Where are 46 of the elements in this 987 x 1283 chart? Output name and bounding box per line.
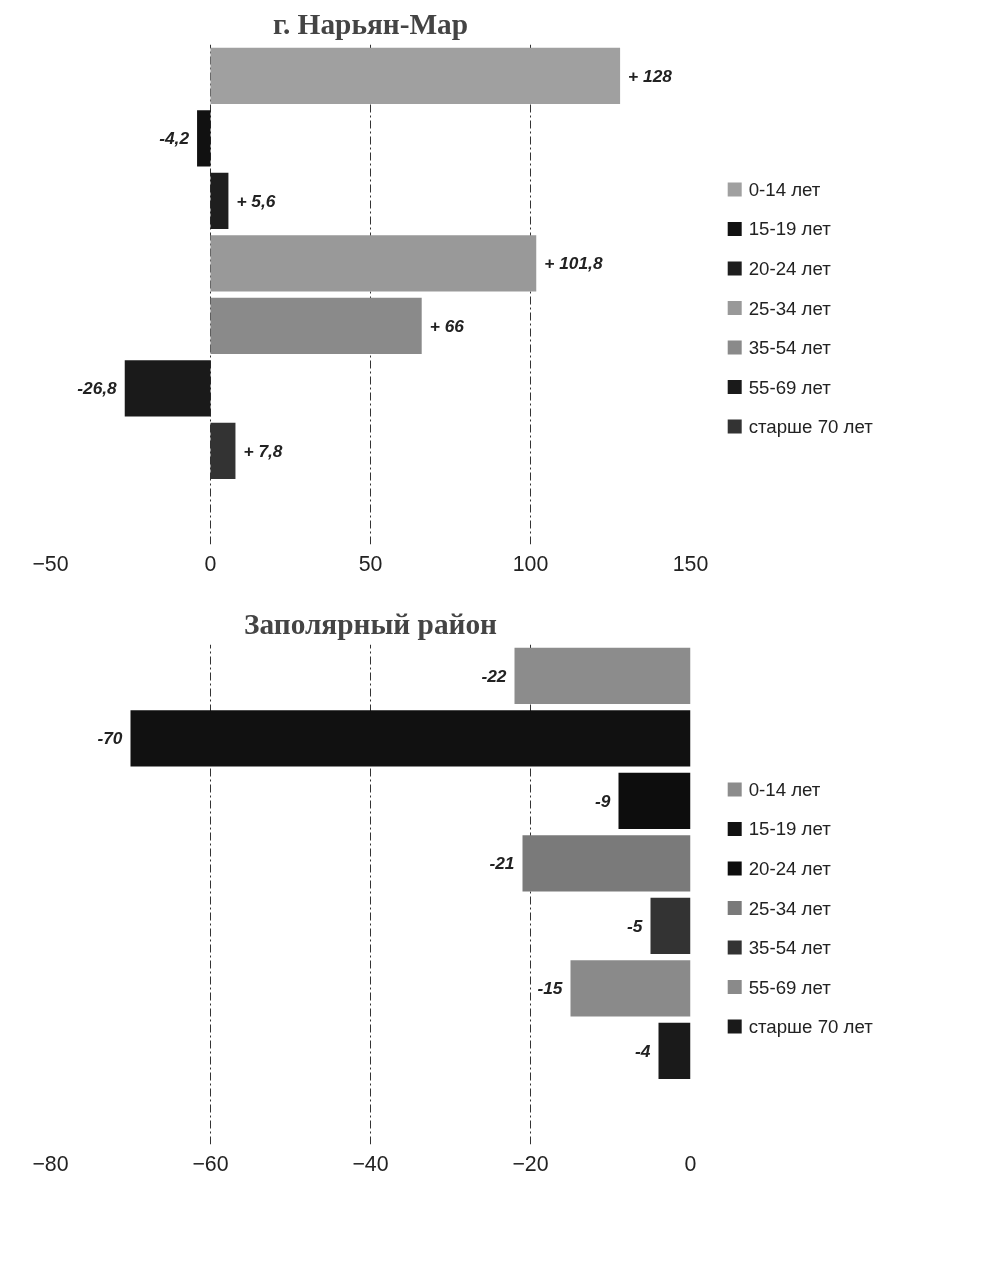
legend-label: 55-69 лет — [748, 376, 832, 398]
legend-label: 20-24 лет — [748, 857, 832, 879]
bar — [210, 47, 621, 104]
x-tick-label: −40 — [352, 1151, 389, 1176]
bar — [124, 360, 211, 417]
x-tick-label: −20 — [512, 1151, 549, 1176]
data-label: -26,8 — [77, 378, 118, 399]
data-label: -4,2 — [159, 128, 190, 149]
legend-label: 0-14 лет — [748, 778, 821, 800]
chart-title: г. Нарьян-Мар — [272, 7, 469, 40]
legend-label: 20-24 лет — [748, 257, 832, 279]
legend-label: старше 70 лет — [748, 1016, 874, 1038]
bar — [210, 172, 229, 229]
x-tick-label: 50 — [358, 551, 383, 576]
data-label: -21 — [489, 853, 515, 874]
legend-label: 15-19 лет — [748, 818, 832, 840]
bar — [210, 297, 422, 354]
data-label: + 7,8 — [243, 440, 283, 461]
data-label: -9 — [595, 790, 611, 811]
bar — [210, 235, 537, 292]
x-tick-label: 150 — [672, 551, 709, 576]
data-label: -22 — [481, 665, 507, 686]
chart-title: Заполярный район — [243, 607, 498, 640]
bar — [197, 110, 211, 167]
x-tick-label: −60 — [192, 1151, 229, 1176]
x-tick-label: 0 — [684, 1151, 697, 1176]
legend-label: 25-34 лет — [748, 297, 832, 319]
data-label: -70 — [97, 728, 123, 749]
legend-label: 35-54 лет — [748, 937, 832, 959]
legend-label: 55-69 лет — [748, 976, 832, 998]
legend-label: 35-54 лет — [748, 337, 832, 359]
data-label: + 128 — [628, 65, 673, 86]
legend-label: 15-19 лет — [748, 218, 832, 240]
data-label: -5 — [627, 915, 643, 936]
x-tick-label: 100 — [512, 551, 549, 576]
x-tick-label: −50 — [32, 551, 69, 576]
legend-label: 0-14 лет — [748, 178, 821, 200]
legend-label: старше 70 лет — [748, 416, 874, 438]
data-label: -15 — [537, 978, 563, 999]
legend-label: 25-34 лет — [748, 897, 832, 919]
data-label: + 101,8 — [544, 253, 603, 274]
data-label: + 66 — [429, 315, 465, 336]
data-label: + 5,6 — [236, 190, 276, 211]
x-tick-label: −80 — [32, 1151, 69, 1176]
x-tick-label: 0 — [204, 551, 217, 576]
data-label: -4 — [635, 1040, 651, 1061]
